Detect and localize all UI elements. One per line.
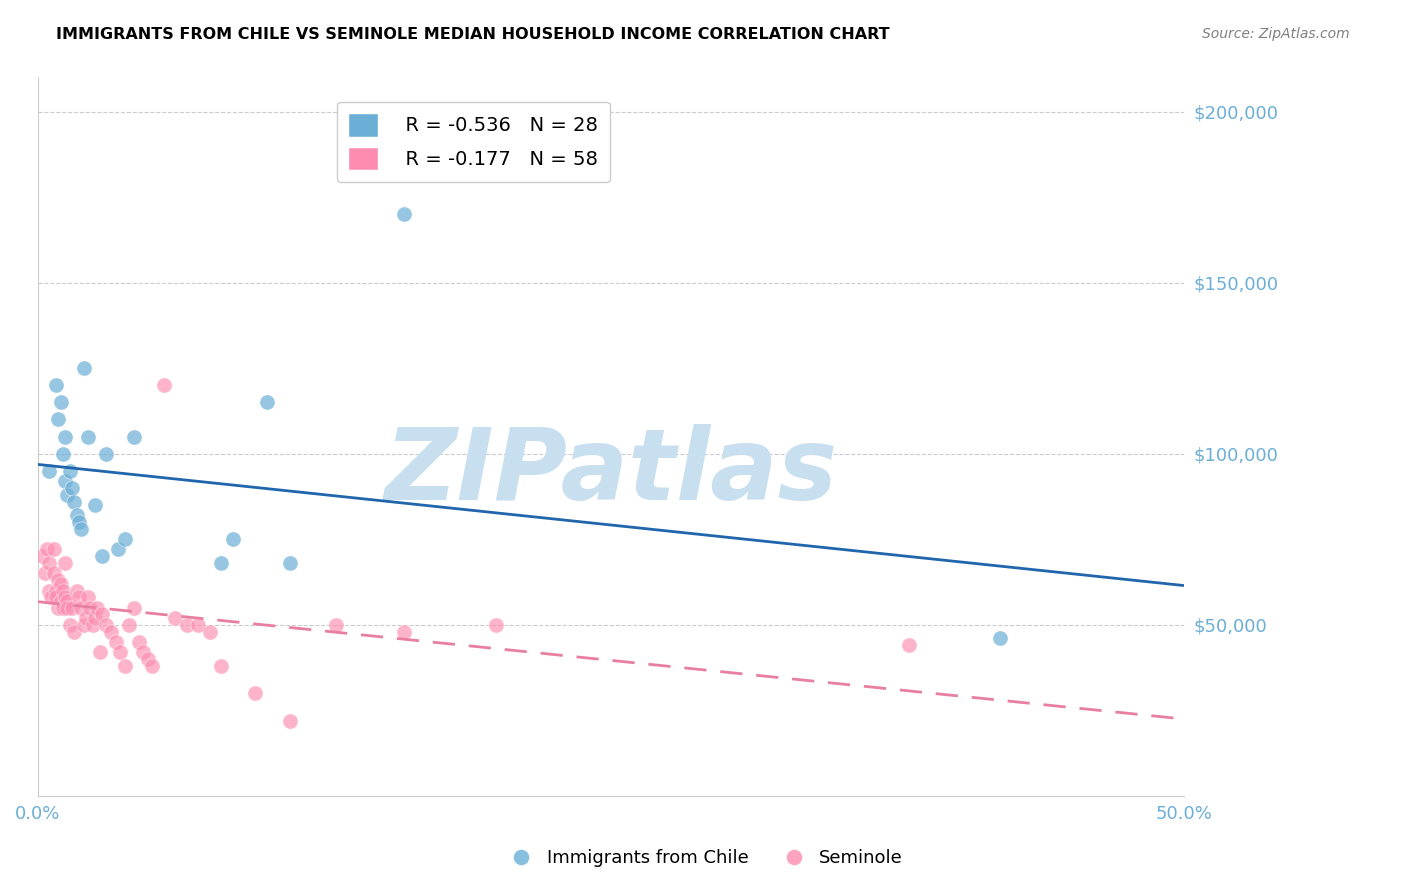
Point (198, 624, 221, 639)
Point (67, 515, 90, 529)
Point (56, 594, 79, 608)
Point (897, 638, 920, 652)
Point (42, 566, 65, 581)
Point (394, 207, 416, 221)
Point (114, 658, 136, 673)
Point (245, 686, 267, 700)
Text: ZIPatlas: ZIPatlas (384, 424, 837, 521)
Point (96, 617, 118, 632)
Point (49, 576, 72, 591)
Point (49, 395, 72, 409)
Point (67, 591, 90, 605)
Point (38, 464, 60, 478)
Point (108, 645, 131, 659)
Point (84, 498, 107, 512)
Point (325, 617, 347, 632)
Point (118, 617, 141, 632)
Text: IMMIGRANTS FROM CHILE VS SEMINOLE MEDIAN HOUSEHOLD INCOME CORRELATION CHART: IMMIGRANTS FROM CHILE VS SEMINOLE MEDIAN… (56, 27, 890, 42)
Point (209, 556, 232, 570)
Point (70, 522, 93, 536)
Point (278, 556, 301, 570)
Point (75, 611, 97, 625)
Point (988, 632, 1011, 646)
Point (114, 533, 136, 547)
Point (77, 429, 100, 443)
Point (35, 542, 58, 557)
Point (46, 574, 69, 588)
Point (38, 556, 60, 570)
Point (56, 488, 79, 502)
Point (53, 556, 76, 570)
Point (90, 549, 112, 564)
Point (53, 474, 76, 488)
Point (46, 600, 69, 615)
Point (38, 583, 60, 598)
Point (45, 591, 67, 605)
Point (128, 635, 150, 649)
Point (66, 508, 89, 523)
Point (60, 600, 83, 615)
Point (394, 624, 416, 639)
Point (59, 464, 82, 478)
Point (84, 611, 107, 625)
Point (77, 591, 100, 605)
Point (122, 600, 145, 615)
Point (52, 600, 75, 615)
Point (141, 658, 163, 673)
Point (41, 591, 63, 605)
Point (52, 583, 75, 598)
Point (49, 594, 72, 608)
Point (34, 566, 56, 581)
Point (165, 611, 187, 625)
Point (53, 591, 76, 605)
Point (60, 481, 83, 495)
Legend: Immigrants from Chile, Seminole: Immigrants from Chile, Seminole (496, 842, 910, 874)
Legend:   R = -0.536   N = 28,   R = -0.177   N = 58: R = -0.536 N = 28, R = -0.177 N = 58 (336, 102, 610, 182)
Point (63, 494, 86, 508)
Point (485, 617, 508, 632)
Point (209, 658, 232, 673)
Point (100, 624, 122, 639)
Point (52, 447, 75, 461)
Point (31, 549, 53, 564)
Point (63, 624, 86, 639)
Point (96, 447, 118, 461)
Point (187, 617, 209, 632)
Point (107, 542, 129, 557)
Text: Source: ZipAtlas.com: Source: ZipAtlas.com (1202, 27, 1350, 41)
Point (42, 542, 65, 557)
Point (256, 395, 278, 409)
Point (72, 361, 94, 376)
Point (152, 378, 174, 392)
Point (59, 617, 82, 632)
Point (53, 429, 76, 443)
Point (45, 378, 67, 392)
Point (136, 652, 159, 666)
Point (45, 583, 67, 598)
Point (56, 600, 79, 615)
Point (89, 645, 111, 659)
Point (82, 617, 104, 632)
Point (79, 600, 101, 615)
Point (46, 412, 69, 426)
Point (132, 645, 155, 659)
Point (70, 600, 93, 615)
Point (104, 635, 127, 649)
Point (221, 533, 243, 547)
Point (72, 617, 94, 632)
Point (278, 714, 301, 728)
Point (176, 617, 198, 632)
Point (90, 607, 112, 622)
Point (86, 600, 108, 615)
Point (66, 583, 89, 598)
Point (122, 429, 145, 443)
